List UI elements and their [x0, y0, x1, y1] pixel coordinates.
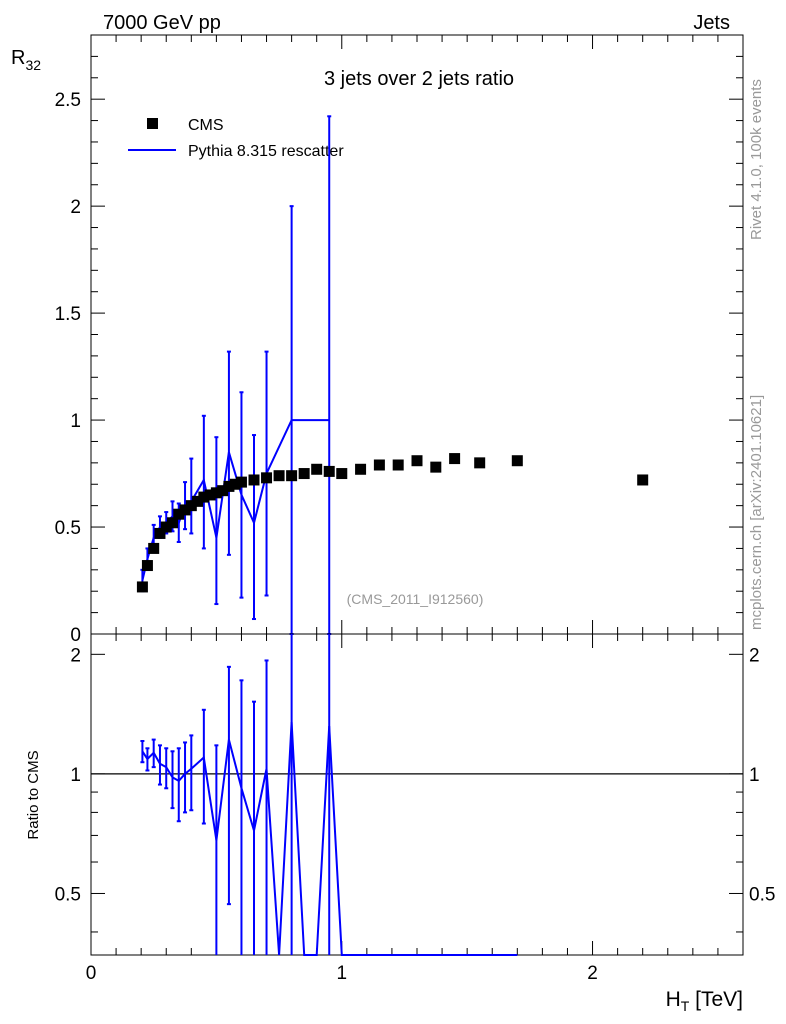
main-y-label: R32: [11, 47, 41, 73]
main-x-ticks: [115, 35, 719, 634]
ratio-y-tick-label-right: 1: [749, 765, 760, 786]
ratio-line: [141, 722, 518, 956]
cms-point: [204, 489, 216, 501]
ratio-y-tick-label-left: 0.5: [55, 884, 81, 905]
cms-point: [235, 476, 247, 488]
legend: CMS Pythia 8.315 rescatter: [128, 117, 344, 160]
cms-point: [185, 500, 197, 512]
ratio-panel: 0.5 0.5 1 1 2 2 0 1 2 Ratio to CMS HT [TeV]: [25, 633, 775, 1014]
cms-point: [160, 521, 172, 533]
cms-point: [430, 461, 442, 473]
legend-pythia-label: Pythia 8.315 rescatter: [188, 143, 344, 160]
x-axis-label: HT [TeV]: [666, 988, 743, 1014]
main-y-tick-label: 1.5: [55, 304, 81, 325]
cms-point: [286, 470, 298, 482]
cms-point: [261, 472, 273, 484]
cms-point: [173, 508, 185, 520]
main-data-layer: [136, 115, 649, 635]
cms-point: [336, 468, 348, 480]
cms-point: [179, 504, 191, 516]
legend-cms-label: CMS: [188, 117, 224, 134]
main-y-tick-label: 2.5: [55, 90, 81, 111]
cms-point: [273, 470, 285, 482]
header-left: 7000 GeV pp: [103, 12, 221, 34]
analysis-label: (CMS_2011_I912560): [347, 591, 484, 607]
cms-point: [311, 463, 323, 475]
source-label: mcplots.cern.ch [arXiv:2401.10621]: [748, 395, 765, 630]
x-tick-label: 2: [587, 963, 598, 984]
main-y-tick-label: 1: [70, 411, 81, 432]
cms-point: [323, 465, 335, 477]
ratio-y-label: Ratio to CMS: [25, 750, 42, 839]
cms-point: [474, 457, 486, 469]
main-y-axis: 0.5 1 1.5 2 2.5 0: [55, 55, 743, 646]
cms-point: [373, 459, 385, 471]
cms-point: [217, 485, 229, 497]
cms-point: [136, 581, 148, 593]
ratio-frame: [90, 633, 744, 956]
cms-point: [248, 474, 260, 486]
ratio-y-tick-label-right: 2: [749, 645, 760, 666]
cms-point: [148, 542, 160, 554]
cms-point: [210, 487, 222, 499]
main-panel: 0.5 1 1.5 2 2.5 0 3 jets over 2 jets ratio (C…: [11, 34, 744, 646]
main-y-tick-label: 2: [70, 197, 81, 218]
cms-point: [298, 468, 310, 480]
ratio-x-axis: 0 1 2: [86, 634, 719, 984]
x-tick-label: 1: [336, 963, 347, 984]
cms-point: [637, 474, 649, 486]
cms-point: [192, 495, 204, 507]
cms-point: [198, 491, 210, 503]
cms-point: [392, 459, 404, 471]
header-right: Jets: [693, 12, 730, 34]
cms-point: [223, 480, 235, 492]
main-y-tick-label-zero: 0: [70, 625, 81, 646]
x-tick-label: 0: [86, 963, 97, 984]
ratio-y-tick-label-left: 2: [70, 645, 81, 666]
cms-point: [449, 453, 461, 465]
cms-point: [167, 517, 178, 529]
ratio-y-tick-label-right: 0.5: [749, 884, 775, 905]
main-y-tick-label: 0.5: [55, 518, 81, 539]
legend-cms-marker: [147, 118, 158, 129]
rivet-label: Rivet 4.1.0, 100k events: [748, 79, 765, 240]
cms-point: [229, 478, 241, 490]
cms-point: [141, 560, 153, 572]
chart-title: 3 jets over 2 jets ratio: [324, 68, 514, 90]
ratio-y-tick-label-left: 1: [70, 765, 81, 786]
ratio-data-layer: [140, 634, 518, 956]
cms-point: [154, 527, 166, 539]
cms-point: [355, 463, 367, 475]
ratio-y-axis: 0.5 0.5 1 1 2 2: [55, 645, 775, 933]
pythia-line: [141, 419, 330, 581]
cms-point: [511, 455, 523, 467]
cms-point: [411, 455, 423, 467]
